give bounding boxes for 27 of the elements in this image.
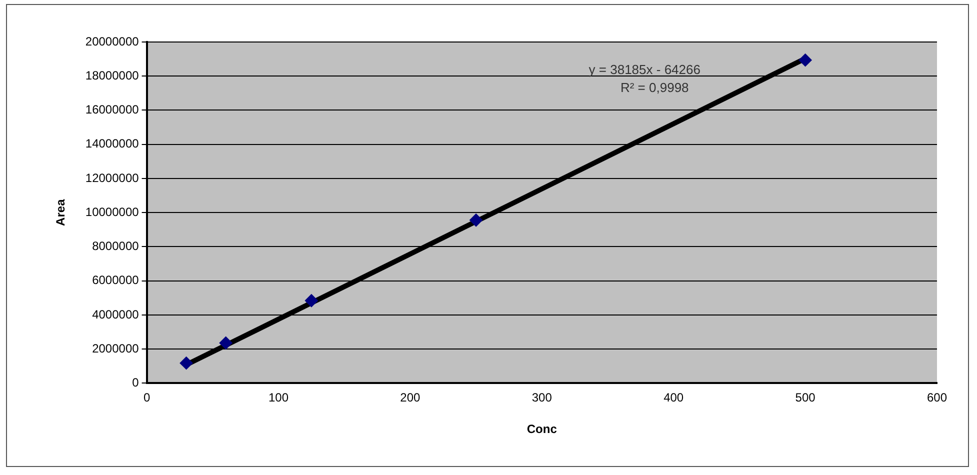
y-tick-label: 20000000 — [85, 34, 140, 48]
x-tick-label: 200 — [400, 390, 421, 405]
y-tick-label: 16000000 — [85, 102, 140, 117]
annotation: y = 38185x - 64266 — [588, 62, 700, 77]
x-tick-label: 100 — [268, 390, 289, 405]
y-tick-label: 0 — [132, 376, 140, 390]
y-tick-label: 2000000 — [92, 341, 140, 356]
y-tick-label: 10000000 — [85, 204, 140, 219]
annotation: R² = 0,9998 — [620, 80, 689, 95]
point — [180, 356, 193, 370]
y-tick-label: 8000000 — [92, 239, 140, 254]
x-axis-title: Conc — [526, 422, 558, 436]
x-tick-label: 0 — [143, 390, 150, 405]
y-tick-label: 18000000 — [85, 68, 140, 82]
y-axis-title: Area — [54, 198, 68, 226]
point — [304, 294, 318, 308]
y-tick-label: 14000000 — [85, 136, 140, 151]
y-tick-label: 12000000 — [85, 170, 140, 185]
point — [798, 54, 812, 67]
point — [219, 336, 232, 350]
y-tick-label: 4000000 — [92, 307, 140, 322]
y-tick-label: 6000000 — [92, 273, 140, 288]
x-tick-label: 400 — [664, 390, 684, 405]
x-tick-label: 500 — [795, 390, 816, 405]
point — [470, 214, 483, 227]
x-tick-label: 600 — [926, 390, 948, 405]
x-tick-label: 300 — [532, 390, 552, 405]
